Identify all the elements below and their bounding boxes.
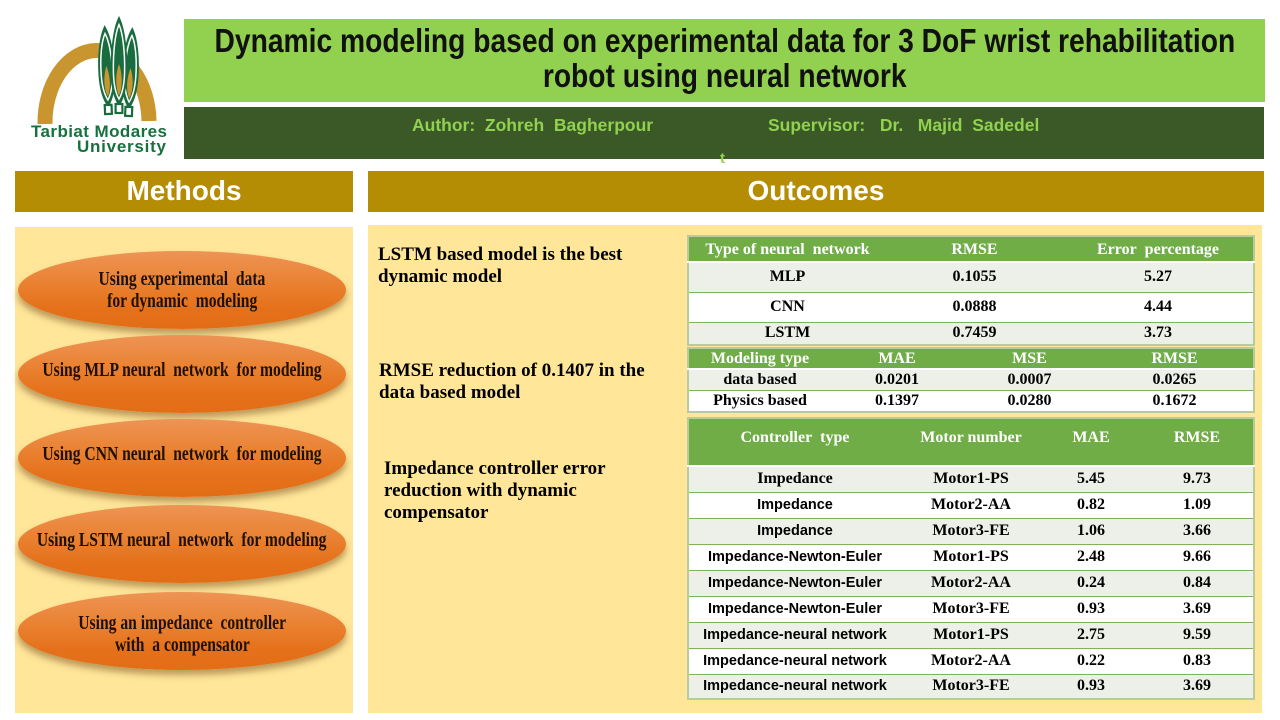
- svg-text:University: University: [77, 137, 167, 156]
- svg-text:Tarbiat Modares: Tarbiat Modares: [31, 122, 167, 141]
